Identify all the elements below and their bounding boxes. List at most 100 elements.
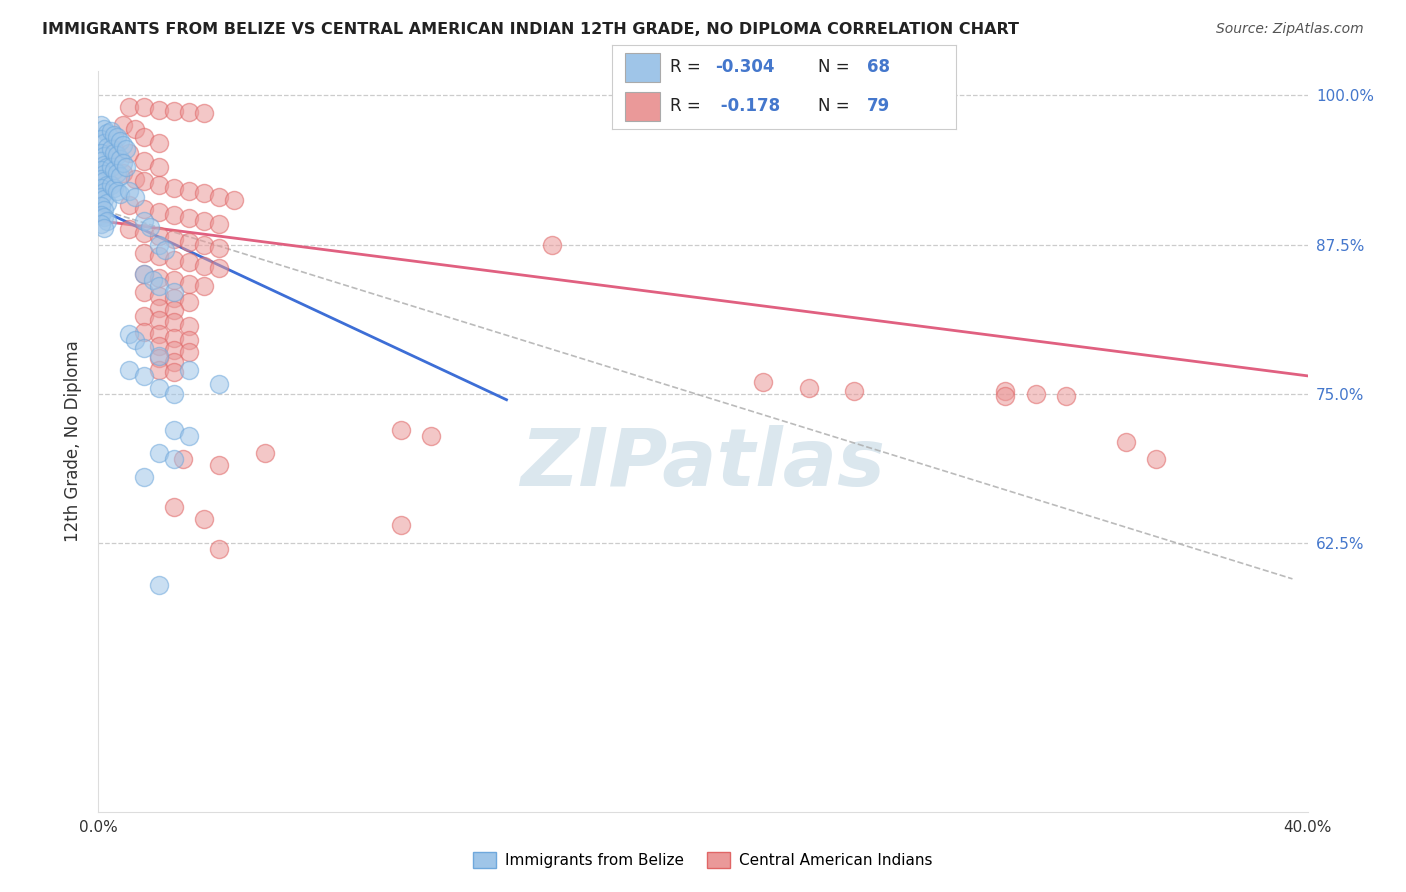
Point (208, 190, 231, 204)
Point (132, 213, 155, 227)
Point (179, 345, 201, 359)
Point (1054, 389, 1077, 403)
Point (100, 142, 122, 156)
Text: -0.304: -0.304 (716, 59, 775, 77)
Point (163, 285, 186, 300)
Point (111, 138, 134, 153)
Point (132, 100, 155, 114)
Point (96, 195, 118, 210)
Point (93, 174, 115, 188)
Point (118, 222, 141, 236)
Text: 79: 79 (866, 97, 890, 115)
Point (111, 118, 134, 132)
Point (163, 500, 186, 515)
Point (132, 174, 155, 188)
Point (96, 178, 118, 192)
Point (90, 217, 112, 231)
Point (111, 156, 134, 170)
Point (153, 244, 176, 258)
Point (103, 163, 125, 178)
Point (90, 171, 112, 186)
Point (208, 217, 231, 231)
Point (163, 273, 186, 287)
Point (148, 136, 170, 150)
Point (148, 205, 170, 219)
Point (105, 184, 128, 198)
Point (93, 157, 115, 171)
Point (148, 237, 170, 252)
Point (193, 186, 215, 201)
Point (114, 142, 136, 156)
Point (148, 363, 170, 377)
Text: N =: N = (818, 59, 855, 77)
Point (179, 277, 201, 291)
Point (389, 518, 412, 533)
Point (163, 386, 186, 401)
Point (148, 339, 170, 353)
Point (208, 541, 231, 556)
Point (124, 121, 146, 136)
Point (1144, 452, 1167, 467)
Point (994, 384, 1017, 399)
Legend: Immigrants from Belize, Central American Indians: Immigrants from Belize, Central American… (467, 847, 939, 874)
Point (93, 210, 115, 224)
Point (96, 139, 118, 153)
Point (132, 268, 155, 282)
Point (163, 343, 186, 357)
Point (93, 149, 115, 163)
Point (179, 363, 201, 377)
Point (163, 452, 186, 467)
Point (389, 423, 412, 437)
Point (118, 145, 141, 160)
Point (118, 100, 141, 114)
Point (163, 315, 186, 329)
Point (132, 342, 155, 356)
Text: R =: R = (671, 59, 706, 77)
Point (148, 229, 170, 244)
Point (124, 190, 146, 204)
Point (118, 198, 141, 212)
Point (103, 128, 125, 142)
Point (100, 124, 122, 138)
Point (105, 130, 128, 145)
FancyBboxPatch shape (626, 54, 659, 82)
Point (148, 312, 170, 326)
Point (179, 105, 201, 120)
Point (193, 237, 215, 252)
Point (179, 184, 201, 198)
Point (163, 181, 186, 195)
Point (148, 349, 170, 363)
Point (163, 291, 186, 305)
Point (108, 187, 131, 202)
Point (179, 333, 201, 347)
Point (540, 237, 562, 252)
Point (148, 271, 170, 285)
Point (114, 160, 136, 174)
Point (93, 185, 115, 199)
Point (163, 103, 186, 118)
Point (193, 279, 215, 293)
Point (193, 106, 215, 120)
Text: -0.178: -0.178 (716, 97, 780, 115)
Point (163, 423, 186, 437)
Point (90, 181, 112, 195)
Point (179, 211, 201, 226)
Point (100, 160, 122, 174)
FancyBboxPatch shape (626, 92, 659, 120)
Point (124, 171, 146, 186)
Point (132, 368, 155, 383)
Point (142, 273, 165, 287)
Point (124, 333, 146, 347)
Point (105, 148, 128, 162)
Point (1024, 386, 1046, 401)
Point (163, 303, 186, 318)
Point (148, 103, 170, 117)
Point (208, 377, 231, 392)
Point (179, 294, 201, 309)
Point (208, 458, 231, 473)
Point (163, 231, 186, 245)
Point (100, 178, 122, 192)
Point (994, 389, 1017, 403)
Point (148, 327, 170, 342)
Point (90, 190, 112, 204)
